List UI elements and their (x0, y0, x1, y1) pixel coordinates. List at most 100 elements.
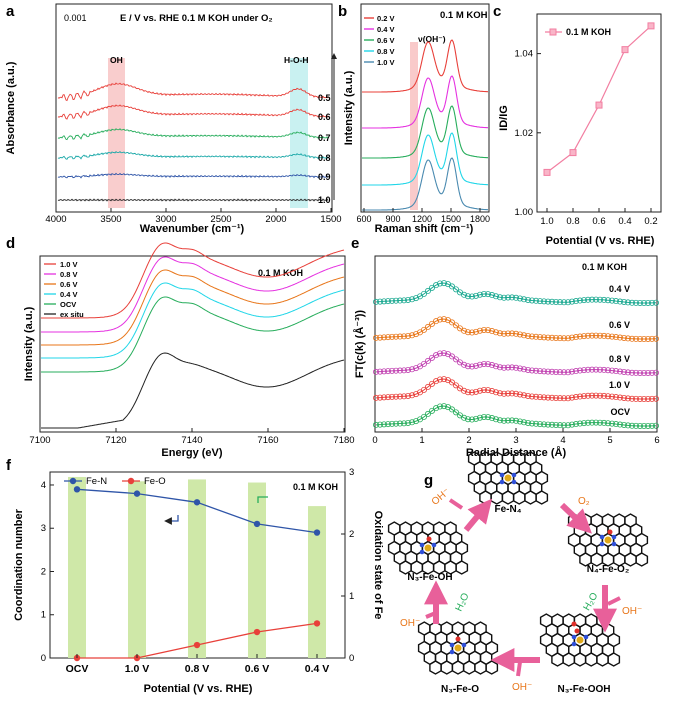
c-data-point (569, 149, 577, 157)
e-data-point (569, 298, 576, 305)
b-xtick-label: 900 (385, 214, 400, 224)
e-data-point (372, 394, 379, 401)
e-data-point (597, 392, 604, 399)
panel-b-xticks: 600 900 1200 1500 1800 (356, 208, 490, 224)
c-series-line (546, 25, 652, 173)
panel-a-xlabel: Wavenumber (cm⁻¹) (140, 223, 245, 235)
a-potential-label: 0.6 (318, 112, 331, 122)
e-data-point (573, 394, 580, 401)
c-data-point (543, 168, 551, 176)
n-atom (461, 642, 467, 648)
e-data-point (464, 329, 471, 336)
e-data-point (384, 298, 391, 305)
g-hex-ring (512, 490, 526, 505)
a-xtick-label: 2500 (210, 214, 231, 225)
e-data-point (629, 335, 636, 342)
e-data-point (601, 296, 608, 303)
e-data-point (553, 421, 560, 428)
f-oxidation-bar (188, 479, 206, 658)
n-atom (583, 634, 589, 640)
a-curve (57, 82, 329, 102)
panel-c-legend: 0.1 M KOH (566, 27, 611, 37)
e-data-point (513, 390, 520, 397)
b-xtick-label: 1200 (412, 214, 432, 224)
panel-f-note: 0.1 M KOH (293, 482, 338, 492)
e-data-point (621, 298, 628, 305)
e-data-point (537, 368, 544, 375)
panel-c-frame (536, 13, 662, 213)
step-o2: O₂ (578, 496, 590, 507)
e-data-point (577, 333, 584, 340)
f-y2tick-label: 0 (349, 653, 354, 664)
e-data-point (593, 366, 600, 373)
panel-b-label: b (338, 3, 347, 20)
e-data-point (565, 395, 572, 402)
e-data-point (561, 299, 568, 306)
g-hex-ring (479, 490, 492, 505)
e-data-point (468, 329, 475, 336)
n-atom (511, 479, 517, 485)
e-data-point (408, 366, 415, 373)
e-data-point (549, 394, 556, 401)
panel-a-xticks: 4000 3500 3000 2500 2000 1500 (45, 208, 342, 225)
e-data-point (529, 297, 536, 304)
a-xtick-label: 3000 (155, 214, 176, 225)
f-data-point (313, 529, 321, 536)
e-data-point (653, 395, 660, 402)
o-atom (574, 628, 580, 634)
e-data-point (581, 367, 588, 374)
e-data-point (637, 395, 644, 402)
e-data-point (621, 368, 628, 375)
e-data-point (436, 350, 443, 357)
g-hex-ring (451, 660, 465, 675)
e-data-point (613, 394, 620, 401)
e-data-point (496, 390, 503, 397)
e-data-point (577, 297, 584, 304)
o-atom (607, 529, 613, 535)
e-data-point (517, 331, 524, 338)
e-data-point (553, 368, 560, 375)
e-data-point (573, 334, 580, 341)
e-data-point (605, 420, 612, 427)
panel-e: e 0.1 M KOH 0.4 V 0.6 V 0.8 V 1.0 V OCV 0 1 2 3… (351, 235, 660, 459)
e-data-point (488, 292, 495, 299)
step-oh-left: OH⁻ (400, 618, 420, 629)
panel-b-note: 0.1 M KOH (440, 10, 488, 21)
e-curve-label: 1.0 V (609, 380, 630, 390)
e-data-point (484, 414, 491, 421)
panel-b-xlabel: Raman shift (cm⁻¹) (375, 223, 474, 235)
e-data-point (500, 294, 507, 301)
panel-b-frame (360, 3, 490, 213)
n-atom (611, 541, 617, 547)
e-data-point (633, 422, 640, 429)
e-data-point (533, 367, 540, 374)
e-data-point (573, 298, 580, 305)
e-data-point (388, 393, 395, 400)
e-data-point (609, 333, 616, 340)
f-data-point (313, 620, 321, 627)
e-data-point (561, 335, 568, 342)
a-curve (57, 198, 329, 202)
e-data-point (420, 413, 427, 420)
d-curve (41, 282, 345, 359)
legend-marker-fe-n (69, 477, 77, 485)
e-data-point (464, 389, 471, 396)
step-oh-right: OH⁻ (622, 606, 642, 617)
e-data-point (376, 368, 383, 375)
panel-a-note-left: 0.001 (64, 13, 87, 23)
e-data-point (573, 421, 580, 428)
e-data-point (589, 419, 596, 426)
e-data-point (476, 387, 483, 394)
a-curve (57, 172, 329, 179)
g-hex-ring (607, 652, 621, 667)
panel-c-plot (543, 22, 655, 176)
e-data-point (432, 378, 439, 385)
e-data-point (645, 422, 652, 429)
e-data-point (605, 393, 612, 400)
n-atom (449, 642, 455, 648)
b-curve (362, 157, 488, 211)
e-data-point (525, 332, 532, 339)
e-data-point (593, 332, 600, 339)
e-data-point (428, 354, 435, 361)
e-data-point (637, 335, 644, 342)
